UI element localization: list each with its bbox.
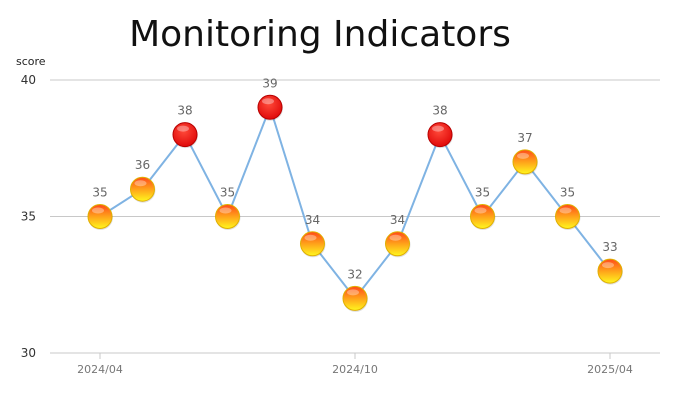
data-point	[257, 94, 283, 120]
x-tick-label: 2024/10	[332, 363, 378, 376]
y-tick-label: 35	[21, 210, 36, 224]
data-label: 38	[432, 104, 447, 118]
marker-highlight	[517, 152, 529, 159]
data-label: 37	[517, 131, 532, 145]
x-tick-label: 2025/04	[587, 363, 633, 376]
marker-highlight	[304, 234, 317, 241]
data-label: 32	[347, 267, 362, 281]
data-point	[215, 204, 240, 229]
data-label: 36	[135, 158, 150, 172]
data-point	[512, 149, 538, 175]
data-label: 39	[262, 76, 277, 90]
data-point	[427, 122, 453, 148]
data-point	[342, 285, 368, 311]
data-labels-layer: 35 36 38 35 39 34 32 34 38 35 37 35 33	[92, 76, 617, 281]
data-label: 34	[305, 213, 320, 227]
markers-layer	[87, 94, 623, 312]
marker-highlight	[177, 125, 189, 132]
data-point	[555, 204, 580, 229]
marker-highlight	[92, 207, 104, 214]
marker-highlight	[389, 234, 402, 241]
data-point	[300, 231, 325, 257]
data-point	[87, 204, 113, 229]
marker-highlight	[602, 262, 614, 269]
data-label: 33	[602, 240, 617, 254]
marker-highlight	[219, 207, 232, 214]
marker-highlight	[347, 289, 359, 296]
data-label: 34	[390, 213, 405, 227]
marker-highlight	[559, 207, 572, 214]
y-tick-label: 30	[21, 346, 36, 360]
data-point	[597, 258, 623, 284]
data-label: 38	[177, 104, 192, 118]
y-axis-label: score	[16, 55, 46, 68]
x-tick-label: 2024/04	[77, 363, 123, 376]
data-point	[172, 122, 198, 148]
axes: 30 35 40 score 2024/04 2024/10 2025/04	[16, 55, 633, 376]
data-label: 35	[560, 186, 575, 200]
data-label: 35	[92, 186, 107, 200]
y-tick-label: 40	[21, 73, 36, 87]
marker-highlight	[474, 207, 487, 214]
data-point	[470, 204, 495, 229]
data-point	[385, 231, 410, 257]
marker-highlight	[134, 180, 147, 187]
marker-highlight	[262, 98, 274, 105]
chart-title: Monitoring Indicators	[129, 14, 511, 55]
data-label: 35	[475, 186, 490, 200]
data-point	[130, 176, 155, 202]
marker-highlight	[432, 125, 444, 132]
data-label: 35	[220, 186, 235, 200]
